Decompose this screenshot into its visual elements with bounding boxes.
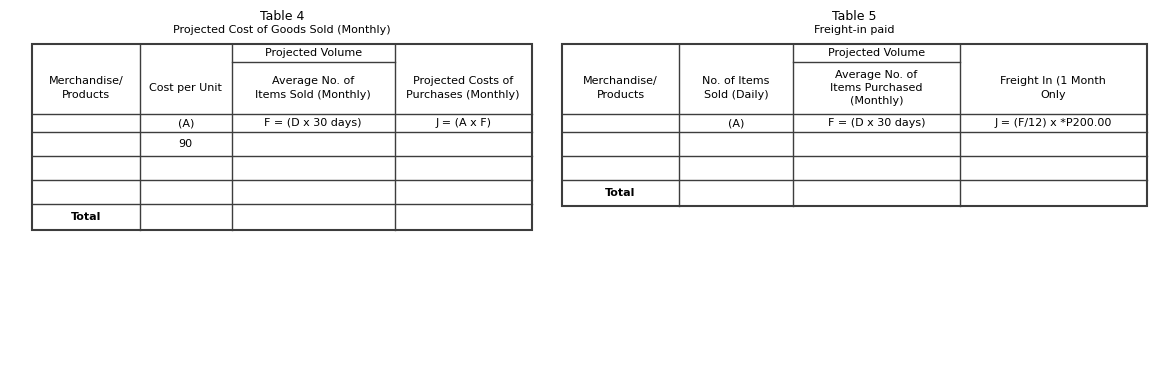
Text: 90: 90 [179, 139, 193, 149]
Text: Average No. of
Items Sold (Monthly): Average No. of Items Sold (Monthly) [256, 76, 371, 99]
Text: Freight-in paid: Freight-in paid [814, 25, 895, 35]
Text: (A): (A) [178, 118, 194, 128]
Text: Projected Costs of
Purchases (Monthly): Projected Costs of Purchases (Monthly) [406, 76, 520, 99]
Text: Cost per Unit: Cost per Unit [150, 83, 222, 93]
Text: Total: Total [605, 188, 635, 198]
Text: J = (A x F): J = (A x F) [436, 118, 492, 128]
Text: Merchandise/
Products: Merchandise/ Products [48, 76, 123, 99]
Text: (A): (A) [728, 118, 744, 128]
Text: Projected Volume: Projected Volume [828, 48, 925, 58]
Text: Projected Volume: Projected Volume [265, 48, 362, 58]
Text: Freight In (1 Month
Only: Freight In (1 Month Only [1001, 76, 1106, 99]
Text: J = (F/12) x *P200.00: J = (F/12) x *P200.00 [995, 118, 1112, 128]
Text: Table 4: Table 4 [259, 10, 304, 23]
Bar [562, 44, 1147, 206]
Text: No. of Items
Sold (Daily): No. of Items Sold (Daily) [702, 76, 770, 99]
Bar [32, 44, 531, 230]
Text: Merchandise/
Products: Merchandise/ Products [583, 76, 658, 99]
Text: Table 5: Table 5 [833, 10, 877, 23]
Text: Total: Total [70, 212, 100, 222]
Text: F = (D x 30 days): F = (D x 30 days) [828, 118, 925, 128]
Text: F = (D x 30 days): F = (D x 30 days) [264, 118, 362, 128]
Text: Average No. of
Items Purchased
(Monthly): Average No. of Items Purchased (Monthly) [830, 70, 923, 106]
Text: Projected Cost of Goods Sold (Monthly): Projected Cost of Goods Sold (Monthly) [173, 25, 391, 35]
